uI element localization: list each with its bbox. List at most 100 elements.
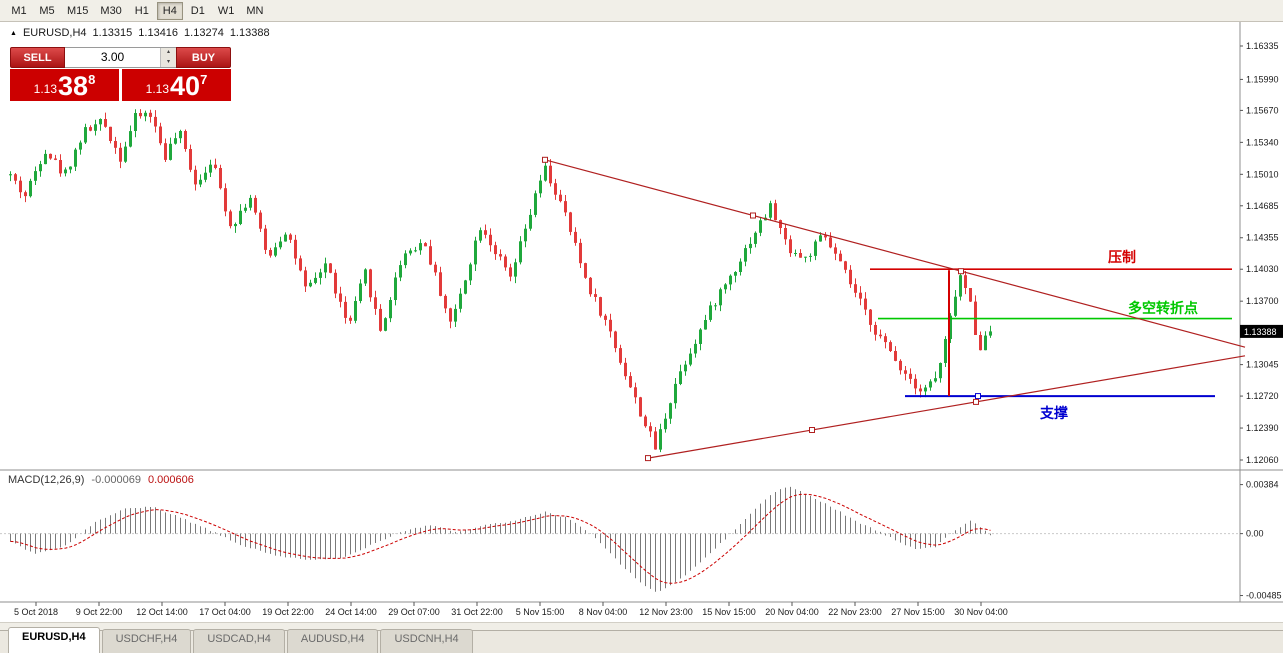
trendline-handle[interactable] <box>958 268 964 275</box>
candle-body <box>49 153 52 159</box>
candle-body <box>359 283 362 301</box>
trendline-handle[interactable] <box>750 212 756 219</box>
candle-body <box>649 426 652 432</box>
candle-body <box>124 146 127 162</box>
trendline-handle[interactable] <box>809 427 815 433</box>
timeframe-button-mn[interactable]: MN <box>241 2 268 20</box>
time-axis-label: 15 Nov 15:00 <box>702 607 756 617</box>
chart-scroll-strip[interactable] <box>0 622 1283 630</box>
trade-price-row: 1.13 38 8 1.13 40 7 <box>10 69 231 101</box>
candle-body <box>644 416 647 427</box>
macd-axis-label: -0.00485 <box>1246 591 1282 601</box>
candle-body <box>244 207 247 211</box>
support-line-handle[interactable] <box>975 393 981 400</box>
trendline-2[interactable] <box>647 355 1246 459</box>
timeframe-button-m30[interactable]: M30 <box>95 2 126 20</box>
chart-tab-eurusd-h4[interactable]: EURUSD,H4 <box>8 627 100 653</box>
chart-tab-usdchf-h4[interactable]: USDCHF,H4 <box>101 629 192 653</box>
candle-body <box>844 261 847 270</box>
candle-body <box>849 269 852 285</box>
candle-body <box>689 353 692 365</box>
chart-high-value: 1.13416 <box>138 27 179 39</box>
sell-button[interactable]: SELL <box>10 47 65 68</box>
candle-body <box>529 214 532 229</box>
collapse-panel-icon[interactable]: ▲ <box>10 29 17 37</box>
buy-button[interactable]: BUY <box>176 47 231 68</box>
volume-down-icon[interactable]: ▾ <box>161 57 176 67</box>
timeframe-button-d1[interactable]: D1 <box>185 2 211 20</box>
candle-body <box>579 242 582 264</box>
timeframe-button-m15[interactable]: M15 <box>62 2 93 20</box>
volume-input[interactable]: 3.00 ▴ ▾ <box>65 47 176 68</box>
candle-body <box>334 272 337 294</box>
sell-price-prefix: 1.13 <box>33 82 58 96</box>
candle-body <box>44 153 47 165</box>
candle-body <box>584 263 587 278</box>
candle-body <box>814 241 817 256</box>
candle-body <box>144 112 147 117</box>
support-label: 支撑 <box>1039 405 1068 421</box>
candle-body <box>269 250 272 256</box>
candle-body <box>619 348 622 363</box>
candle-body <box>199 179 202 185</box>
candle-body <box>809 255 812 257</box>
candle-body <box>174 138 177 144</box>
time-axis-label: 20 Nov 04:00 <box>765 607 819 617</box>
price-axis-label: 1.13045 <box>1246 360 1279 370</box>
candle-body <box>54 158 57 160</box>
chart-low-value: 1.13274 <box>184 27 224 39</box>
candle-body <box>534 193 537 215</box>
candle-body <box>214 164 217 168</box>
candle-body <box>314 277 317 283</box>
chart-tab-audusd-h4[interactable]: AUDUSD,H4 <box>286 629 379 653</box>
candle-body <box>364 269 367 284</box>
time-axis-label: 22 Nov 23:00 <box>828 607 882 617</box>
candle-body <box>79 142 82 150</box>
trendline-1[interactable] <box>544 159 1246 348</box>
candle-body <box>354 301 357 321</box>
sell-price-display[interactable]: 1.13 38 8 <box>10 69 119 101</box>
trendline-handle[interactable] <box>542 156 548 163</box>
candle-body <box>294 239 297 259</box>
candle-body <box>944 339 947 363</box>
timeframe-button-m5[interactable]: M5 <box>34 2 60 20</box>
candle-body <box>989 331 992 336</box>
candle-body <box>699 329 702 344</box>
candle-body <box>749 243 752 249</box>
trendline-handle[interactable] <box>973 398 979 405</box>
candle-body <box>759 220 762 233</box>
candle-body <box>744 248 747 262</box>
candle-body <box>969 288 972 302</box>
candle-body <box>664 418 667 430</box>
chart-tab-usdcnh-h4[interactable]: USDCNH,H4 <box>380 629 473 653</box>
candle-body <box>414 250 417 252</box>
macd-axis-label: 0.00 <box>1246 529 1264 539</box>
volume-value[interactable]: 3.00 <box>100 50 125 64</box>
candle-body <box>839 253 842 262</box>
candle-body <box>479 230 482 241</box>
candle-body <box>694 343 697 354</box>
timeframe-button-w1[interactable]: W1 <box>213 2 240 20</box>
candle-body <box>29 180 32 197</box>
timeframe-button-h1[interactable]: H1 <box>129 2 155 20</box>
trendline-handle[interactable] <box>645 455 651 462</box>
candle-body <box>94 124 97 131</box>
candle-body <box>914 378 917 389</box>
buy-price-display[interactable]: 1.13 40 7 <box>122 69 231 101</box>
price-axis-label: 1.15010 <box>1246 169 1279 179</box>
volume-up-icon[interactable]: ▴ <box>161 48 176 58</box>
macd-title: MACD(12,26,9) <box>8 474 85 486</box>
chart-background[interactable] <box>0 22 1283 622</box>
candle-body <box>859 292 862 299</box>
timeframe-button-h4[interactable]: H4 <box>156 1 183 20</box>
timeframe-button-m1[interactable]: M1 <box>6 2 32 20</box>
volume-stepper: ▴ ▾ <box>160 48 176 67</box>
candle-body <box>724 284 727 290</box>
candle-body <box>194 169 197 185</box>
chart-tab-usdcad-h4[interactable]: USDCAD,H4 <box>193 629 285 653</box>
candle-body <box>129 131 132 147</box>
candle-body <box>319 272 322 278</box>
candle-body <box>504 256 507 268</box>
